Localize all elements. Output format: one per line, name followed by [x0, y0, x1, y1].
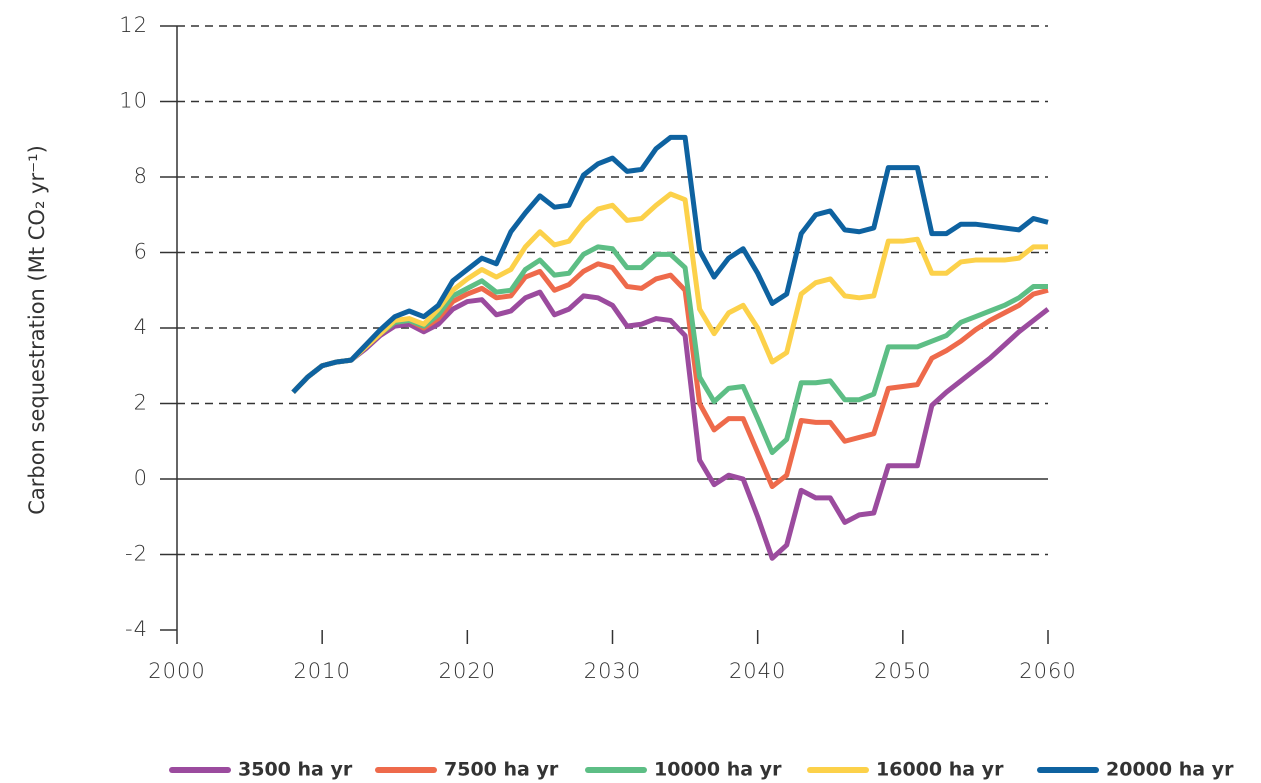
y-tick-label: 0 [134, 466, 148, 490]
legend-label: 20000 ha yr [1106, 759, 1234, 781]
legend-label: 7500 ha yr [444, 759, 559, 781]
series-line [291, 134, 1049, 394]
y-axis-title: Carbon sequestration (Mt CO₂ yr⁻¹) [25, 145, 49, 515]
legend-label: 3500 ha yr [238, 759, 353, 781]
y-tick-label: 4 [134, 315, 148, 339]
y-tick-label: 6 [134, 240, 148, 264]
y-tick-label: -4 [125, 617, 148, 641]
legend-label: 16000 ha yr [876, 759, 1004, 781]
x-tick-label: 2030 [584, 659, 641, 683]
y-tick-label: 2 [134, 391, 148, 415]
x-tick-label: 2050 [874, 659, 931, 683]
y-tick-label: 12 [119, 13, 148, 37]
series-line [291, 289, 1050, 561]
x-tick-label: 2020 [439, 659, 496, 683]
x-tick-label: 2000 [148, 659, 205, 683]
legend-label: 10000 ha yr [654, 759, 782, 781]
x-tick-label: 2040 [729, 659, 786, 683]
series-line [291, 191, 1048, 394]
y-tick-label: -2 [125, 542, 148, 566]
series-line [291, 261, 1049, 490]
y-tick-label: 10 [119, 89, 148, 113]
x-tick-label: 2060 [1019, 659, 1076, 683]
x-tick-label: 2010 [293, 659, 350, 683]
y-tick-label: 8 [134, 164, 148, 188]
